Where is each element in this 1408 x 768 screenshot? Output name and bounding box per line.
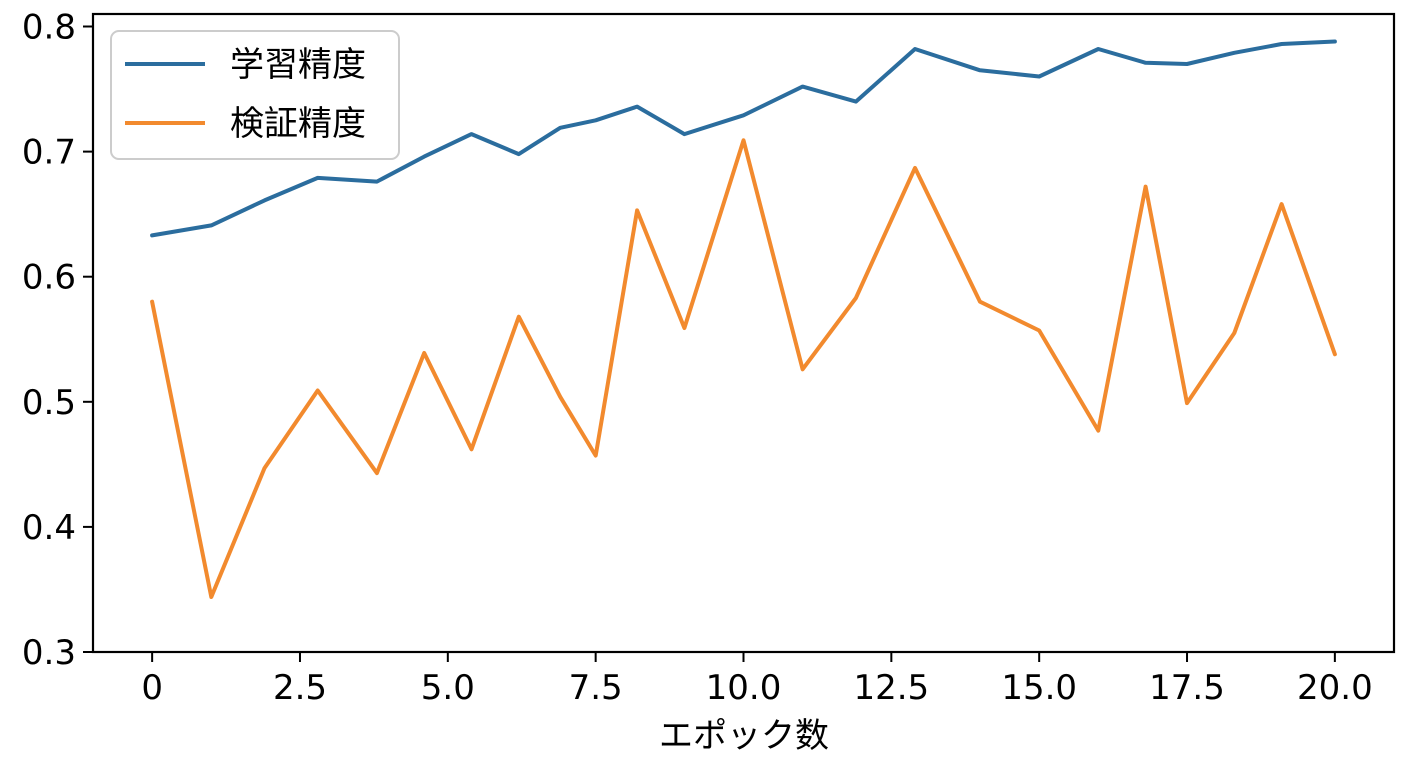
x-tick-label: 20.0 [1297, 668, 1373, 708]
x-tick-label: 7.5 [569, 668, 623, 708]
series-line-1 [150, 39, 1337, 238]
x-tick-label: 5.0 [421, 668, 475, 708]
x-axis-title: エポック数 [659, 716, 829, 756]
series-line-2 [150, 138, 1337, 599]
y-tick-label: 0.3 [22, 633, 76, 673]
y-tick-label: 0.5 [22, 383, 76, 423]
x-tick-label: 10.0 [706, 668, 782, 708]
x-tick-label: 12.5 [853, 668, 929, 708]
x-tick-label: 2.5 [273, 668, 327, 708]
y-tick-label: 0.6 [22, 258, 76, 298]
legend-label-2: 検証精度 [230, 104, 366, 144]
x-tick-label: 15.0 [1001, 668, 1077, 708]
legend-label-1: 学習精度 [230, 45, 366, 85]
series-lines [150, 39, 1337, 599]
x-axis: 0 2.5 5.0 7.5 10.0 12.5 15.0 17.5 20.0 [141, 652, 1373, 708]
y-tick-label: 0.8 [22, 8, 76, 48]
x-tick-label: 17.5 [1149, 668, 1225, 708]
y-tick-label: 0.7 [22, 133, 76, 173]
y-tick-label: 0.4 [22, 508, 76, 548]
y-axis: 0.3 0.4 0.5 0.6 0.7 0.8 [22, 8, 93, 673]
x-tick-label: 0 [141, 668, 163, 708]
